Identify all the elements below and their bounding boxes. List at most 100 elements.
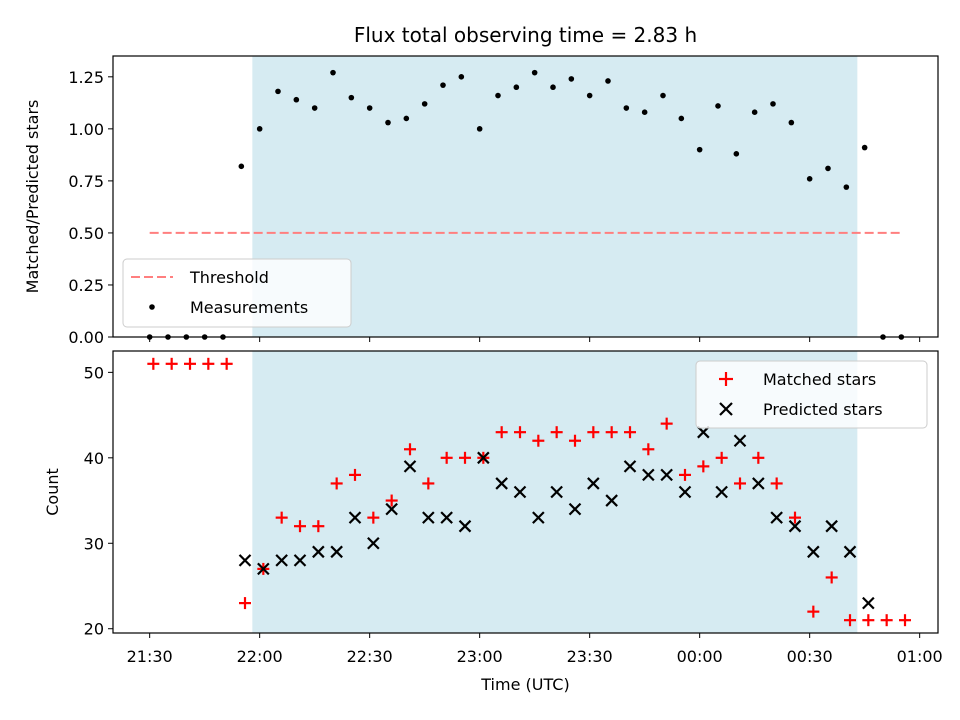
count-legend-box: [695, 360, 928, 429]
measurement-point: [421, 101, 428, 107]
predicted-star-point: [770, 511, 783, 524]
predicted-star-point: [807, 545, 820, 559]
ratio-legend: Threshold Measurements: [122, 258, 352, 328]
matched-star-point: [422, 477, 435, 490]
time-x-tick-label: 00:00: [677, 647, 723, 666]
predicted-legend-swatch: [719, 402, 733, 416]
predicted-star-point: [605, 494, 618, 507]
predicted-legend-label: Predicted stars: [763, 400, 883, 419]
predicted-star-point: [330, 545, 343, 559]
measurement-point: [476, 126, 483, 132]
measurement-point: [550, 84, 556, 91]
measurement-point: [275, 88, 281, 95]
ratio-y-tick-label: 0.25: [68, 276, 104, 295]
matched-star-point: [202, 357, 215, 370]
matched-star-point: [184, 357, 196, 370]
measurement-point: [825, 165, 831, 172]
ratio-y-tick-label: 1.25: [68, 68, 104, 87]
measurement-point: [861, 144, 868, 151]
matched-star-point: [642, 443, 655, 456]
matched-star-point: [349, 468, 361, 481]
matched-star-point: [679, 468, 691, 481]
matched-star-point: [550, 426, 563, 439]
measurement-point: [843, 184, 850, 190]
predicted-star-point: [348, 511, 362, 524]
predicted-star-point: [788, 519, 802, 533]
matched-star-point: [532, 434, 545, 447]
predicted-star-point: [697, 425, 710, 439]
measurement-point: [751, 109, 758, 115]
measurement-point: [403, 115, 410, 122]
predicted-star-point: [385, 502, 398, 516]
ratio-legend-box: [122, 258, 352, 328]
predicted-star-point: [623, 460, 637, 473]
measurement-point: [256, 126, 263, 132]
measurement-point: [586, 92, 593, 99]
predicted-star-point: [752, 477, 765, 490]
matched-star-point: [147, 357, 160, 370]
measurement-point: [623, 105, 630, 111]
predicted-star-point: [733, 434, 747, 448]
measurement-point: [806, 176, 813, 182]
measurement-point: [568, 76, 575, 82]
measurement-point: [788, 119, 795, 126]
predicted-star-point: [275, 554, 288, 567]
predicted-star-point: [825, 519, 838, 533]
ratio-y-ticks: 0.00 0.25 0.50 0.75 1.00 1.25: [68, 68, 113, 347]
predicted-star-point: [495, 477, 508, 490]
predicted-star-point: [568, 502, 582, 516]
matched-star-point: [275, 511, 288, 524]
matched-star-point: [697, 460, 710, 473]
measurement-point: [366, 105, 373, 111]
matched-star-point: [825, 571, 838, 584]
count-legend: Matched stars Predicted stars: [695, 360, 928, 429]
measurement-point: [531, 69, 538, 76]
matched-star-point: [789, 511, 801, 524]
ratio-y-tick-label: 0.00: [68, 328, 104, 347]
measurement-point: [495, 92, 501, 99]
measurement-point: [348, 94, 355, 101]
predicted-star-point: [642, 468, 655, 482]
matched-star-point: [880, 614, 893, 627]
ratio-x-tick-marks: [149, 337, 921, 342]
time-x-axis-label: Time (UTC): [480, 675, 569, 694]
count-plot-frame: [112, 350, 939, 634]
predicted-star-point: [862, 596, 875, 610]
measurement-point: [385, 119, 391, 126]
matched-star-point: [495, 426, 508, 439]
predicted-star-point: [440, 511, 453, 524]
matched-star-point: [514, 426, 526, 439]
predicted-star-point: [678, 485, 692, 499]
predicted-stars-points: [238, 425, 875, 610]
predicted-star-point: [513, 485, 527, 499]
predicted-star-point: [293, 554, 307, 567]
predicted-star-point: [458, 519, 472, 533]
matched-star-point: [330, 477, 343, 490]
matched-star-point: [715, 451, 728, 464]
count-y-tick-label: 30: [84, 534, 104, 553]
measurement-point: [641, 109, 648, 115]
matched-star-point: [770, 477, 783, 490]
matched-star-point: [459, 451, 471, 464]
ratio-y-tick-label: 1.00: [68, 120, 104, 139]
matched-star-point: [367, 511, 380, 524]
matched-star-point: [312, 520, 325, 533]
predicted-star-point: [660, 468, 673, 482]
measurement-point: [660, 92, 666, 99]
measurement-point: [770, 101, 776, 107]
matched-star-point: [899, 614, 911, 627]
count-panel: 20 30 40 50 21:30 22:00 22:30 23:00 23:30 00:00 0…: [43, 350, 943, 694]
count-y-axis-label: Count: [43, 468, 62, 516]
predicted-star-point: [367, 536, 380, 550]
time-x-tick-label: 23:30: [567, 647, 613, 666]
time-x-tick-label: 21:30: [127, 647, 173, 666]
measurement-point: [440, 82, 446, 88]
predicted-star-point: [312, 545, 325, 559]
time-x-ticks: 21:30 22:00 22:30 23:00 23:30 00:00 00:30 01:00: [127, 633, 943, 666]
predicted-star-point: [843, 545, 857, 559]
matched-star-point: [440, 451, 453, 464]
time-x-tick-label: 01:00: [897, 647, 943, 666]
time-x-tick-label: 23:00: [457, 647, 503, 666]
matched-star-point: [220, 357, 233, 370]
count-y-tick-label: 20: [84, 620, 104, 639]
